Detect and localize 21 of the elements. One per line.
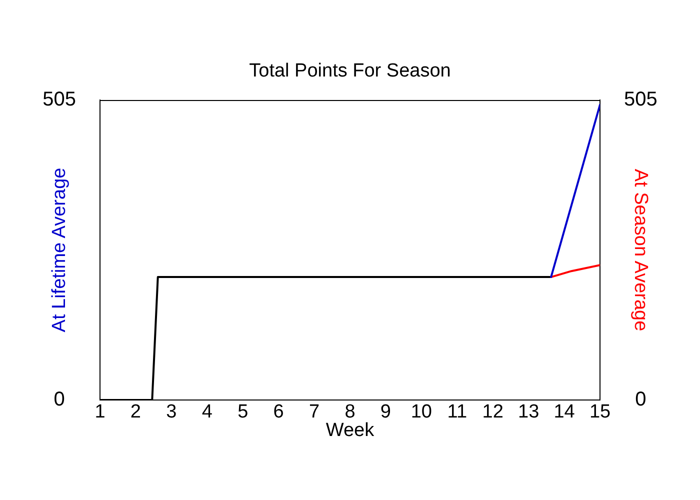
x-tick-label: 1: [94, 402, 106, 423]
x-tick-label: 8: [344, 402, 356, 423]
x-axis-title: Week: [326, 420, 375, 442]
x-tick-label: 6: [273, 402, 284, 423]
x-tick-label: 5: [238, 402, 248, 423]
x-tick-label: 10: [410, 402, 432, 423]
x-tick-label: 11: [447, 402, 468, 423]
x-tick-label: 14: [554, 402, 576, 423]
x-tick-label: 4: [202, 402, 213, 423]
y2-tick-label: 505: [624, 88, 658, 111]
y2-axis-title: At Season Average: [630, 168, 651, 332]
x-tick-label: 12: [482, 402, 504, 423]
y2-tick-label: 0: [635, 388, 646, 411]
x-tick-label: 3: [166, 402, 177, 423]
x-tick-label: 2: [130, 402, 142, 423]
x-tick-label: 9: [380, 402, 392, 423]
chart-title: Total Points For Season: [249, 60, 451, 82]
y-axis-title: At Lifetime Average: [49, 168, 70, 332]
x-tick-label: 15: [589, 402, 611, 423]
x-tick-label: 7: [308, 402, 320, 423]
x-tick-label: 13: [518, 402, 540, 423]
